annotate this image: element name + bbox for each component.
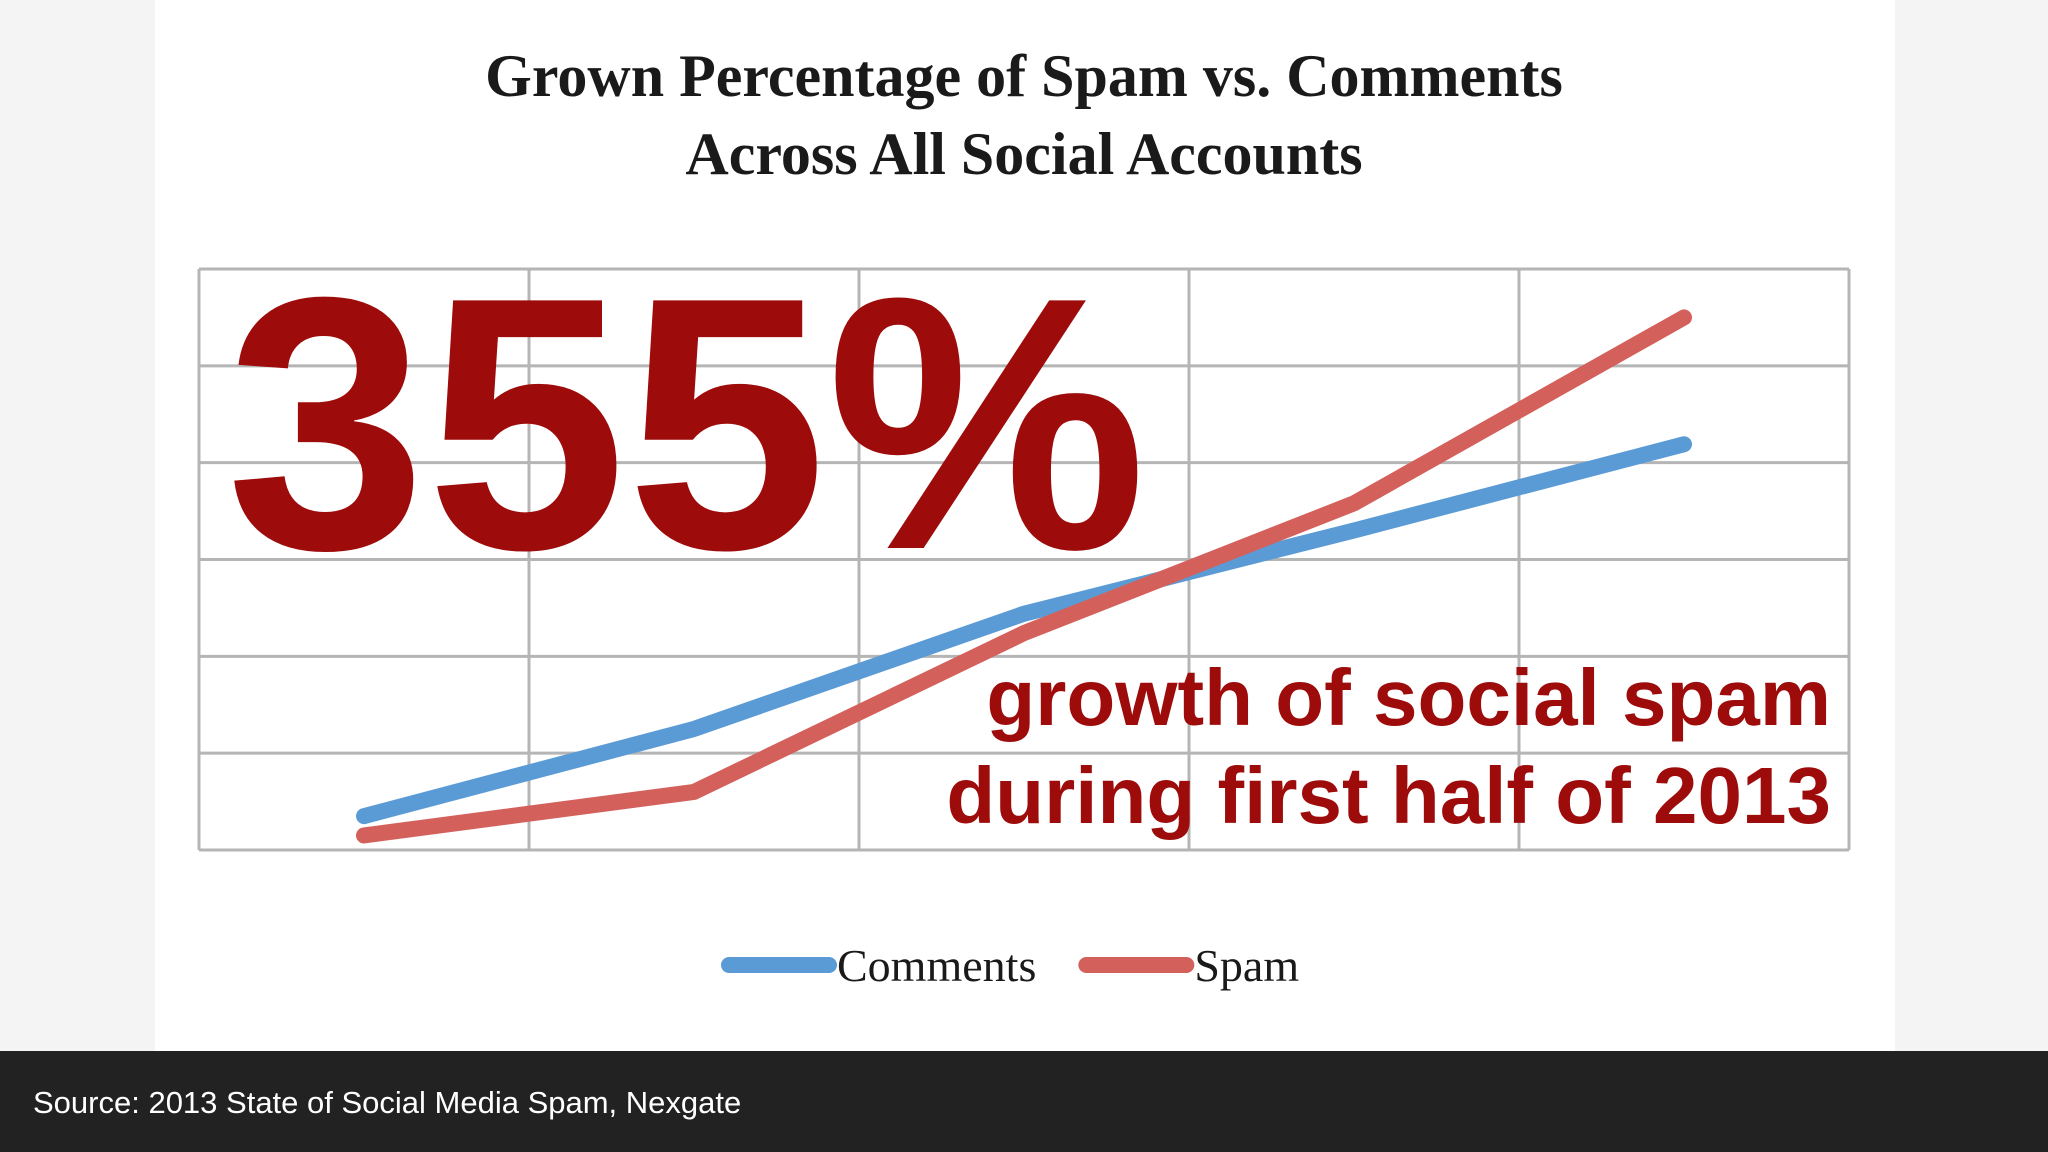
caption: during first half of 2013	[946, 751, 1831, 840]
series-line	[356, 436, 1692, 825]
headline: 355%	[226, 223, 1147, 625]
chart-title: Across All Social Accounts	[685, 121, 1362, 187]
series-line	[356, 309, 1692, 844]
chart-title: Grown Percentage of Spam vs. Comments	[485, 43, 1563, 109]
legend-label: Spam	[1194, 940, 1299, 991]
footer-bar	[0, 1051, 2048, 1152]
overlay: 355% growth of social spam during first …	[226, 223, 1831, 840]
chart-background	[155, 0, 1895, 1051]
footer-source: Source: 2013 State of Social Media Spam,…	[33, 1085, 741, 1120]
plot	[197, 267, 1851, 852]
caption: growth of social spam	[986, 653, 1831, 742]
legend-label: Comments	[837, 940, 1036, 991]
